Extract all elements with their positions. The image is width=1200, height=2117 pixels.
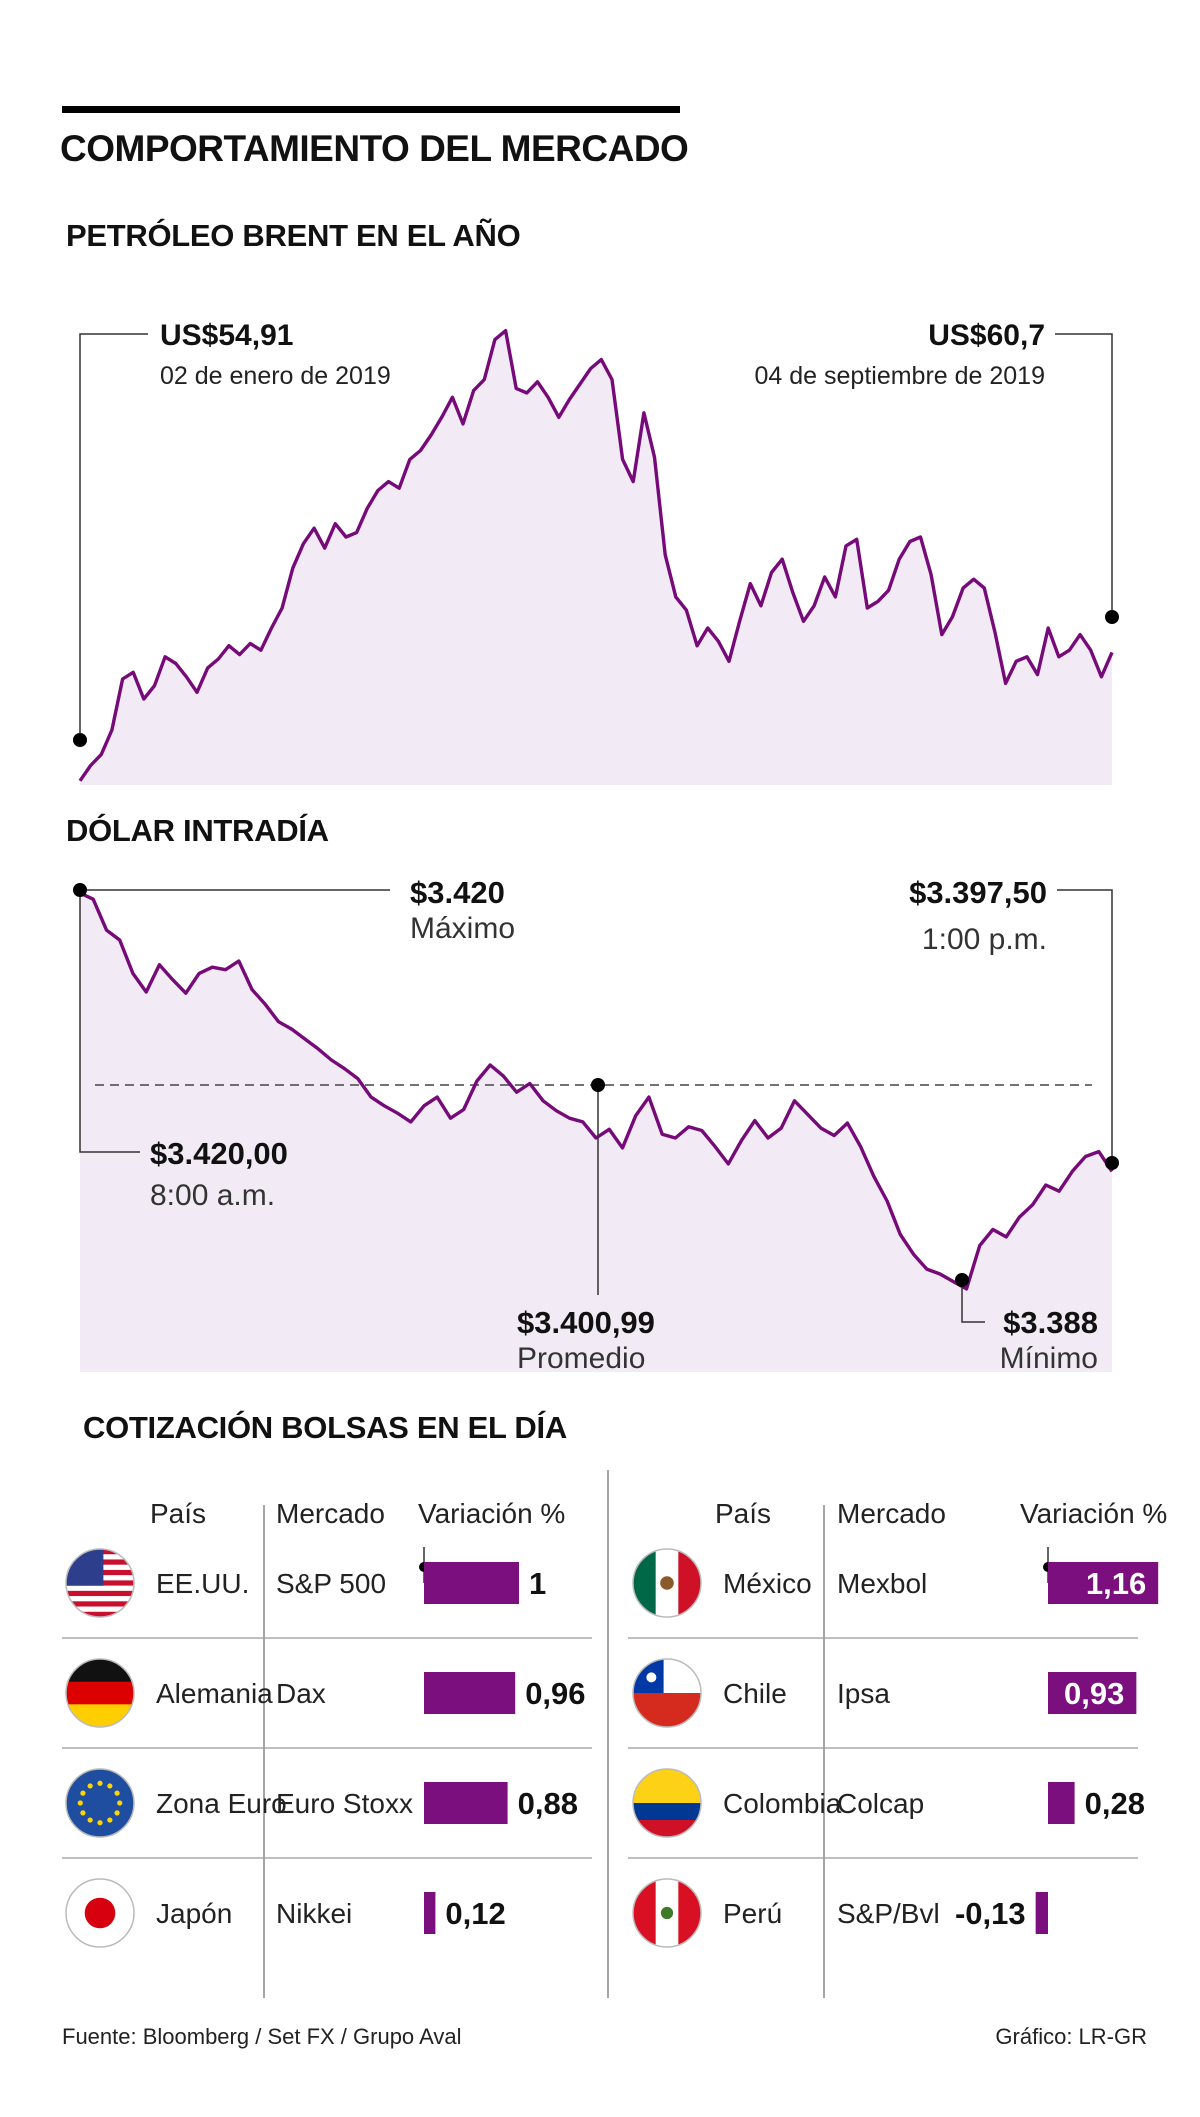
variacion-label: 0,28 — [1085, 1786, 1145, 1821]
dolar-min-label: Mínimo — [1000, 1342, 1098, 1375]
left-row: Japón Nikkei 0,12 — [65, 1878, 506, 1948]
dolar-min-value: $3.388 — [1003, 1305, 1098, 1340]
variacion-bar — [1048, 1782, 1075, 1824]
dolar-close-value: $3.397,50 — [909, 875, 1047, 910]
row-mercado: Colcap — [837, 1788, 924, 1819]
row-mercado: Dax — [276, 1678, 326, 1709]
variacion-label: 0,12 — [445, 1896, 505, 1931]
brent-start-date: 02 de enero de 2019 — [160, 362, 391, 390]
dolar-open-value: $3.420,00 — [150, 1136, 288, 1171]
row-pais: Perú — [723, 1898, 782, 1929]
flag-border — [632, 1878, 702, 1948]
flag-border — [632, 1768, 702, 1838]
row-pais: Alemania — [156, 1678, 273, 1709]
dolar-avg-value: $3.400,99 — [517, 1305, 655, 1340]
footer-credit: Gráfico: LR-GR — [995, 2024, 1147, 2049]
brent-end-leader — [1055, 333, 1113, 617]
title-rule — [62, 106, 680, 113]
variacion-bar — [1048, 1562, 1159, 1604]
left-header-variacion: Variación % — [418, 1498, 565, 1529]
left-row: Alemania Dax 0,96 — [62, 1658, 592, 1749]
dolar-close-marker — [1105, 1156, 1119, 1170]
variacion-label: 1 — [529, 1566, 546, 1601]
dolar-close-leader — [1057, 889, 1113, 1163]
row-mercado: S&P 500 — [276, 1568, 386, 1599]
bolsas-section-title: COTIZACIÓN BOLSAS EN EL DÍA — [83, 1410, 567, 1445]
dolar-min-leader — [961, 1280, 985, 1323]
brent-start-leader — [79, 333, 148, 740]
japan-flag-icon — [66, 1879, 134, 1947]
row-pais: Japón — [156, 1898, 232, 1929]
flag-border — [65, 1768, 135, 1838]
right-header-mercado: Mercado — [837, 1498, 946, 1529]
brent-section-title: PETRÓLEO BRENT EN EL AÑO — [66, 218, 521, 253]
brent-end-date: 04 de septiembre de 2019 — [755, 362, 1046, 390]
flag-border — [65, 1548, 135, 1618]
eu-flag-icon — [66, 1769, 134, 1837]
right-header-pais: País — [715, 1498, 771, 1529]
variacion-label: -0,13 — [955, 1896, 1026, 1931]
dolar-line — [79, 891, 1114, 1291]
dolar-max-value: $3.420 — [410, 875, 505, 910]
flag-border — [65, 1878, 135, 1948]
dolar-area — [80, 893, 1112, 1372]
row-mercado: Mexbol — [837, 1568, 927, 1599]
row-mercado: Euro Stoxx — [276, 1788, 413, 1819]
brent-chart: US$54,91 02 de enero de 2019 US$60,7 04 … — [73, 319, 1119, 785]
right-row: México Mexbol 1,16 — [628, 1548, 1159, 1639]
dolar-min-marker — [955, 1273, 969, 1287]
mexico-flag-icon — [633, 1549, 701, 1617]
peru-flag-icon — [633, 1879, 701, 1947]
dolar-avg-label: Promedio — [517, 1342, 645, 1375]
variacion-label: 0,88 — [518, 1786, 578, 1821]
left-header-pais: País — [150, 1498, 206, 1529]
flag-border — [632, 1548, 702, 1618]
usa-flag-icon — [66, 1549, 134, 1617]
dolar-max-marker — [73, 883, 87, 897]
dolar-close-label: 1:00 p.m. — [922, 923, 1047, 956]
row-pais: México — [723, 1568, 812, 1599]
right-header-variacion: Variación % — [1020, 1498, 1167, 1529]
variacion-bar — [424, 1672, 516, 1714]
brent-start-marker — [73, 733, 87, 747]
brent-line — [78, 329, 1114, 782]
row-mercado: S&P/Bvl — [837, 1898, 940, 1929]
brent-start-value: US$54,91 — [160, 319, 293, 352]
variacion-bar — [424, 1892, 436, 1934]
row-pais: Chile — [723, 1678, 787, 1709]
dolar-max-label: Máximo — [410, 912, 515, 945]
variacion-bar — [424, 1562, 519, 1604]
right-row: Perú S&P/Bvl -0,13 — [632, 1878, 1048, 1948]
variacion-bar — [1048, 1672, 1137, 1714]
right-row: Chile Ipsa 0,93 — [628, 1658, 1138, 1749]
variacion-label: 1,16 — [1086, 1566, 1146, 1601]
row-mercado: Nikkei — [276, 1898, 352, 1929]
page-title: COMPORTAMIENTO DEL MERCADO — [60, 128, 689, 169]
dolar-open-label: 8:00 a.m. — [150, 1179, 275, 1212]
germany-flag-icon — [66, 1659, 134, 1727]
variacion-label: 0,93 — [1064, 1676, 1124, 1711]
dolar-section-title: DÓLAR INTRADÍA — [66, 813, 329, 848]
variacion-label: 0,96 — [525, 1676, 585, 1711]
left-header-mercado: Mercado — [276, 1498, 385, 1529]
dolar-avg-marker — [591, 1078, 605, 1092]
row-pais: Zona Euro — [156, 1788, 287, 1819]
flag-border — [632, 1658, 702, 1728]
brent-area — [80, 330, 1112, 785]
variacion-bar — [424, 1782, 508, 1824]
footer-source: Fuente: Bloomberg / Set FX / Grupo Aval — [62, 2024, 462, 2049]
row-pais: Colombia — [723, 1788, 842, 1819]
dolar-open-leader — [79, 890, 140, 1153]
row-mercado: Ipsa — [837, 1678, 890, 1709]
row-pais: EE.UU. — [156, 1568, 249, 1599]
bolsas-table: País Mercado Variación % País Mercado Va… — [62, 1470, 1167, 1998]
left-row: EE.UU. S&P 500 1 — [62, 1548, 592, 1639]
flag-border — [65, 1658, 135, 1728]
dolar-chart: $3.420 Máximo $3.420,00 8:00 a.m. $3.397… — [73, 875, 1119, 1375]
variacion-bar — [1035, 1892, 1048, 1934]
brent-end-marker — [1105, 610, 1119, 624]
brent-end-value: US$60,7 — [928, 319, 1045, 352]
